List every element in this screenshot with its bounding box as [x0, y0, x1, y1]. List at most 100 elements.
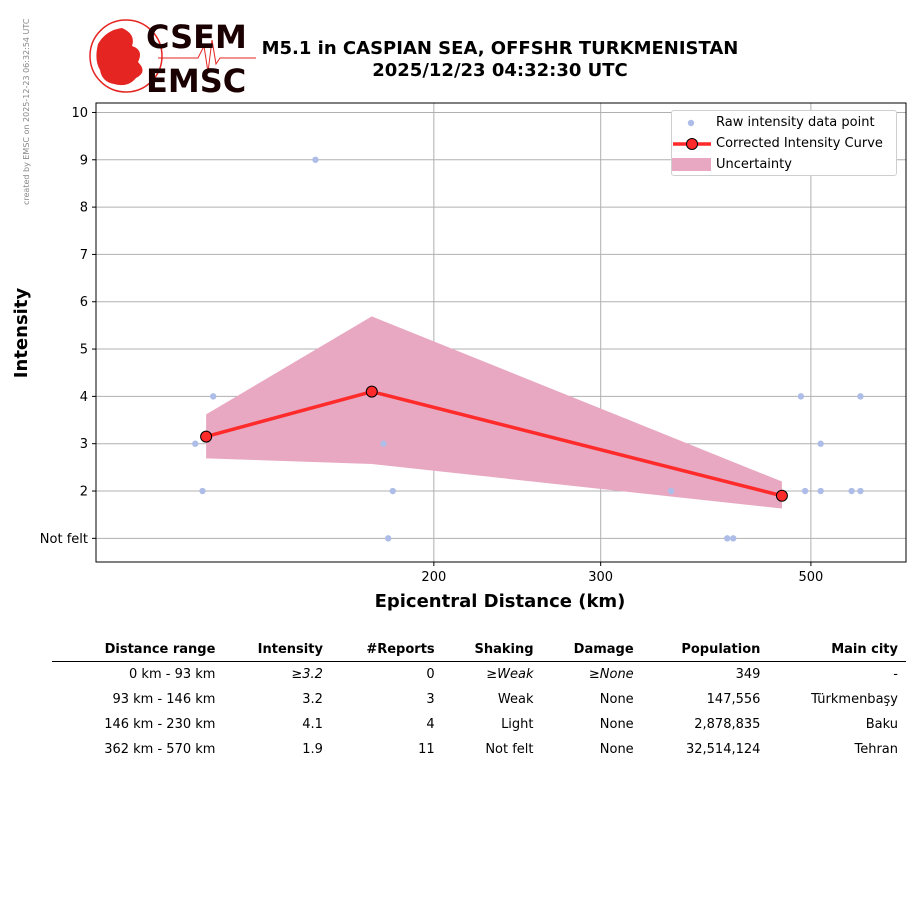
raw-data-point: [389, 487, 396, 495]
table-row: 362 km - 570 km 1.9 11 Not felt None 32,…: [52, 737, 906, 762]
legend-item-uncertainty: Uncertainty: [672, 155, 896, 175]
cell-shaking: Not felt: [485, 742, 534, 757]
x-tick-label: 200: [421, 570, 446, 585]
raw-data-point: [857, 487, 864, 495]
x-tick-label: 500: [798, 570, 823, 585]
curve-marker: [775, 489, 788, 502]
y-tick-label: 7: [80, 248, 88, 263]
cell-city: Baku: [865, 717, 898, 732]
cell-damage: None: [599, 742, 634, 757]
y-tick-label: 5: [80, 343, 88, 358]
logo-text-csem: CSEM: [146, 18, 247, 56]
curve-marker: [200, 430, 213, 443]
legend-curve-marker: [673, 138, 711, 150]
raw-points: [192, 156, 864, 542]
legend-label-raw: Raw intensity data point: [716, 115, 875, 130]
curve-marker: [365, 385, 378, 398]
logo-map-shape: [96, 28, 143, 86]
table-header-row: Distance range Intensity #Reports Shakin…: [52, 640, 906, 662]
chart-title: M5.1 in CASPIAN SEA, OFFSHR TURKMENISTAN…: [240, 38, 760, 82]
raw-data-point: [199, 487, 206, 495]
raw-data-point: [817, 487, 824, 495]
cell-range: 0 km - 93 km: [129, 667, 216, 682]
raw-data-point: [730, 535, 737, 542]
raw-data-point: [724, 535, 731, 542]
header-reports: #Reports: [330, 640, 443, 662]
cell-range: 93 km - 146 km: [112, 692, 216, 707]
table-row: 93 km - 146 km 3.2 3 Weak None 147,556 T…: [52, 687, 906, 712]
table-row: 146 km - 230 km 4.1 4 Light None 2,878,8…: [52, 712, 906, 737]
csem-emsc-logo: CSEM EMSC: [89, 18, 256, 98]
header-distance-range: Distance range: [52, 640, 224, 662]
y-tick-label: 8: [80, 201, 88, 216]
x-axis-label: Epicentral Distance (km): [375, 591, 626, 612]
cell-damage: ≥None: [588, 667, 634, 682]
legend-label-curve: Corrected Intensity Curve: [716, 136, 883, 151]
cell-damage: None: [599, 692, 634, 707]
cell-shaking: Weak: [497, 692, 534, 707]
cell-reports: 11: [418, 742, 435, 757]
raw-data-point: [797, 393, 805, 400]
logo-text-emsc: EMSC: [146, 62, 246, 98]
y-tick-label: 3: [80, 437, 88, 452]
cell-population: 2,878,835: [694, 717, 761, 732]
cell-reports: 0: [426, 667, 435, 682]
intensity-chart: Not felt 2 3 4 5 6 7 8 9 10 200 300 500 Epicentral …: [11, 102, 907, 612]
logo-globe-icon: [89, 19, 163, 93]
raw-data-point: [192, 440, 199, 447]
grid-lines: [96, 103, 906, 562]
legend-raw-marker: [687, 119, 695, 127]
cell-population: 349: [735, 667, 761, 682]
y-tick-label: 6: [80, 295, 88, 310]
cell-range: 146 km - 230 km: [104, 717, 216, 732]
y-tick-label: 4: [80, 390, 88, 405]
legend-item-raw: Raw intensity data point: [672, 113, 896, 133]
y-tick-label: 10: [71, 106, 88, 121]
y-tick-label: Not felt: [40, 532, 88, 547]
cell-intensity: 1.9: [302, 742, 323, 757]
cell-shaking: ≥Weak: [486, 667, 534, 682]
y-ticks: Not felt 2 3 4 5 6 7 8 9 10: [40, 106, 96, 547]
cell-intensity: 4.1: [302, 717, 323, 732]
header-main-city: Main city: [768, 640, 906, 662]
table-row: 0 km - 93 km ≥3.2 0 ≥Weak ≥None 349 -: [52, 662, 906, 688]
y-tick-label: 9: [80, 153, 88, 168]
raw-data-point: [857, 393, 864, 400]
cell-city: Tehran: [854, 742, 898, 757]
header-intensity: Intensity: [223, 640, 331, 662]
cell-intensity: 3.2: [302, 692, 323, 707]
cell-range: 362 km - 570 km: [104, 742, 216, 757]
raw-data-point: [667, 487, 675, 495]
chart-title-line1: M5.1 in CASPIAN SEA, OFFSHR TURKMENISTAN: [261, 38, 739, 59]
raw-data-point: [312, 156, 319, 163]
chart-title-line2: 2025/12/23 04:32:30 UTC: [372, 60, 628, 81]
summary-table: Distance range Intensity #Reports Shakin…: [52, 640, 906, 762]
cell-city: Türkmenbaşy: [811, 692, 898, 707]
cell-reports: 3: [426, 692, 435, 707]
raw-data-point: [380, 440, 387, 447]
raw-data-point: [210, 393, 217, 400]
curve-group: [200, 385, 788, 502]
header-shaking: Shaking: [442, 640, 542, 662]
legend: Raw intensity data point Corrected Inten…: [671, 110, 897, 176]
x-ticks: 200 300 500: [421, 562, 823, 585]
cell-damage: None: [599, 717, 634, 732]
cell-city: -: [893, 667, 898, 682]
header-damage: Damage: [541, 640, 642, 662]
legend-uncertainty-swatch: [672, 158, 711, 171]
legend-item-curve: Corrected Intensity Curve: [672, 134, 896, 154]
plot-frame: [95, 102, 907, 563]
raw-data-point: [817, 440, 824, 447]
logo-seismogram-icon: [158, 39, 256, 73]
cell-population: 32,514,124: [685, 742, 761, 757]
raw-data-point: [848, 487, 855, 495]
y-tick-label: 2: [80, 485, 88, 500]
raw-data-point: [384, 535, 392, 542]
cell-shaking: Light: [501, 717, 534, 732]
cell-reports: 4: [426, 717, 435, 732]
header-population: Population: [641, 640, 769, 662]
y-axis-label: Intensity: [11, 288, 32, 379]
cell-intensity: ≥3.2: [291, 667, 323, 682]
cell-population: 147,556: [706, 692, 761, 707]
x-tick-label: 300: [588, 570, 613, 585]
